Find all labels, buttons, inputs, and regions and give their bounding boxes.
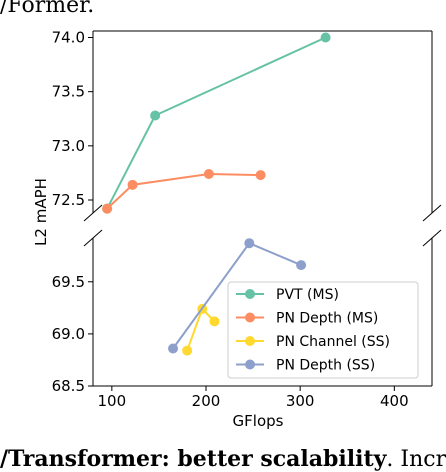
series-line <box>106 172 261 210</box>
caption-bottom-bold: /Transformer: better scalability <box>0 446 387 472</box>
x-tick-label: 300 <box>286 392 315 410</box>
data-point <box>182 345 193 356</box>
legend: PVT (MS) PN Depth (MS) PN Channel (SS) PN D… <box>227 281 419 379</box>
data-point <box>150 110 161 121</box>
x-tick-label: 200 <box>192 392 221 410</box>
y-tick-label: 72.5 <box>52 191 85 209</box>
legend-label: PN Depth (SS) <box>276 358 375 374</box>
data-point <box>320 32 331 43</box>
axis-break-mark <box>83 204 103 222</box>
data-point <box>244 238 255 249</box>
axis-break-mark <box>422 204 442 222</box>
caption-bottom: /Transformer: better scalability. Incre <box>0 446 446 472</box>
legend-marker <box>245 336 255 346</box>
y-tick-label: 69.0 <box>52 325 85 343</box>
data-point <box>255 170 266 181</box>
data-point <box>168 343 179 354</box>
x-tick-label: 100 <box>98 392 127 410</box>
axis-break-mark <box>422 229 442 247</box>
series-layer <box>102 32 331 356</box>
data-point <box>102 203 113 214</box>
data-point <box>203 169 214 179</box>
legend-marker <box>245 289 255 299</box>
data-point <box>209 316 220 327</box>
legend-marker <box>245 359 255 370</box>
series-line <box>186 307 216 351</box>
data-point <box>296 260 307 271</box>
y-tick-label: 69.5 <box>52 273 85 291</box>
legend-marker <box>245 312 255 323</box>
legend-label: PN Channel (SS) <box>276 334 390 350</box>
y-tick-label: 73.5 <box>52 83 85 101</box>
legend-label: PN Depth (MS) <box>276 311 378 327</box>
x-tick-label: 400 <box>380 392 409 410</box>
legend-box <box>227 281 419 379</box>
y-tick-label: 74.0 <box>52 29 85 47</box>
legend-label: PVT (MS) <box>276 287 339 303</box>
x-axis-label: GFlops <box>233 412 284 430</box>
y-tick-label: 73.0 <box>52 137 85 155</box>
data-point <box>127 179 138 190</box>
caption-bottom-rest: . Incre <box>386 447 446 472</box>
y-axis-label: L2 mAPH <box>32 178 50 246</box>
axes: 72.5 73.0 73.5 74.0 68.5 69.0 69.5 100 200 300 400 <box>52 29 442 410</box>
axis-break-mark <box>83 229 103 247</box>
caption-top: /Former. <box>0 0 95 18</box>
y-tick-label: 68.5 <box>52 377 85 395</box>
